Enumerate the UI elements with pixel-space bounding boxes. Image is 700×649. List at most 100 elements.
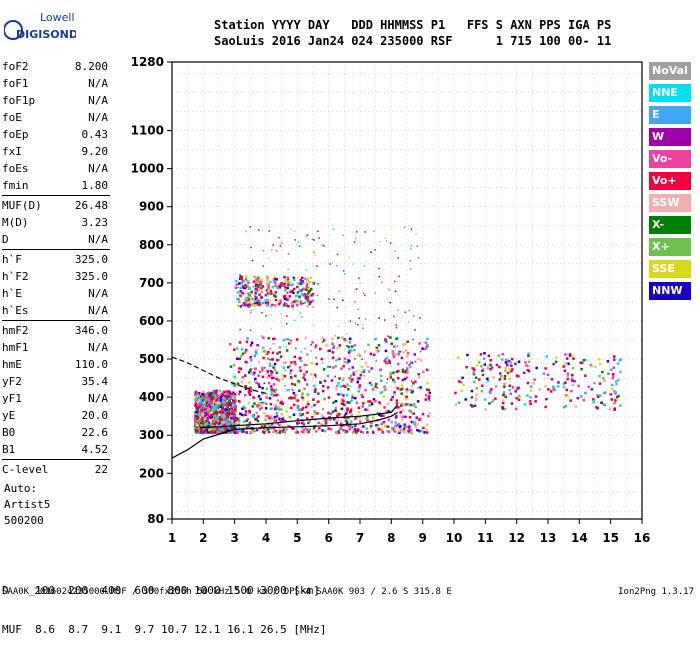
data-point — [226, 428, 230, 432]
data-point — [454, 403, 458, 406]
data-point — [615, 383, 618, 386]
data-point — [268, 364, 272, 368]
data-point — [366, 408, 369, 412]
param-row: foEp 0.43 — [2, 126, 108, 143]
data-point — [362, 370, 365, 373]
data-point — [286, 278, 290, 281]
data-point — [258, 408, 262, 411]
data-point — [395, 326, 398, 329]
data-point — [334, 409, 337, 412]
data-point — [233, 415, 237, 418]
data-point — [198, 405, 201, 409]
data-point — [283, 302, 287, 305]
data-point — [313, 390, 317, 394]
data-point — [353, 344, 357, 347]
data-point — [341, 378, 345, 382]
data-point — [376, 387, 379, 389]
data-point — [255, 404, 259, 407]
data-point — [296, 399, 300, 402]
data-point — [287, 268, 289, 271]
data-point — [259, 370, 262, 374]
data-point — [220, 414, 223, 417]
data-point — [348, 349, 351, 352]
data-point — [355, 370, 358, 372]
data-point — [298, 288, 302, 292]
data-point — [334, 376, 337, 379]
data-point — [246, 337, 249, 340]
data-point — [245, 303, 249, 306]
data-point — [271, 285, 274, 289]
param-separator — [2, 249, 110, 250]
data-point — [262, 356, 265, 360]
data-point — [412, 315, 415, 317]
param-separator — [2, 195, 110, 196]
data-point — [194, 421, 197, 424]
data-point — [263, 382, 266, 385]
data-point — [347, 416, 350, 419]
data-point — [303, 363, 307, 367]
data-point — [231, 420, 234, 423]
data-point — [596, 407, 599, 410]
x-tick-label: 14 — [571, 531, 588, 545]
data-point — [599, 362, 602, 366]
data-point — [473, 404, 477, 407]
data-point — [385, 356, 389, 360]
data-point — [226, 406, 229, 409]
data-point — [380, 390, 384, 394]
data-point — [490, 388, 493, 391]
data-point — [399, 410, 403, 414]
data-point — [409, 409, 412, 413]
data-point — [194, 397, 197, 400]
data-point — [298, 245, 301, 247]
data-point — [369, 400, 372, 403]
data-point — [194, 393, 197, 396]
data-point — [265, 282, 269, 285]
data-point — [571, 366, 575, 370]
data-point — [482, 357, 486, 360]
data-point — [382, 420, 386, 424]
data-point — [216, 412, 219, 415]
footer-info: SAA0K_2016024235000.RSF / 300fx256h 50 k… — [2, 587, 452, 597]
data-point — [285, 361, 287, 364]
data-point — [208, 428, 211, 432]
data-point — [296, 299, 299, 303]
data-point — [285, 428, 288, 431]
data-point — [244, 278, 248, 281]
x-tick-label: 8 — [387, 531, 395, 545]
data-point — [384, 387, 388, 390]
data-point — [293, 319, 296, 322]
data-point — [194, 414, 197, 418]
data-point — [395, 399, 399, 402]
data-point — [260, 286, 263, 290]
data-point — [220, 402, 224, 406]
data-point — [517, 386, 520, 390]
data-point — [264, 367, 266, 369]
data-point — [274, 298, 278, 302]
data-point — [219, 415, 222, 419]
data-point — [311, 305, 315, 309]
data-point — [274, 284, 277, 287]
data-point — [206, 418, 209, 422]
data-point — [366, 415, 369, 418]
data-point — [319, 380, 322, 384]
data-point — [397, 353, 400, 356]
data-point — [613, 355, 616, 358]
data-point — [348, 401, 351, 404]
data-point — [331, 356, 335, 359]
data-point — [502, 399, 505, 402]
param-row: B1 4.52 — [2, 441, 108, 458]
data-point — [270, 390, 273, 393]
data-point — [481, 369, 484, 372]
data-point — [219, 418, 222, 422]
data-point — [395, 324, 397, 326]
data-point — [217, 391, 220, 394]
data-point — [354, 358, 356, 360]
data-point — [346, 408, 349, 412]
data-point — [205, 392, 208, 396]
data-point — [356, 429, 360, 432]
data-point — [529, 396, 532, 399]
data-point — [194, 413, 197, 416]
data-point — [514, 390, 517, 393]
data-point — [459, 381, 463, 384]
data-point — [336, 384, 339, 388]
